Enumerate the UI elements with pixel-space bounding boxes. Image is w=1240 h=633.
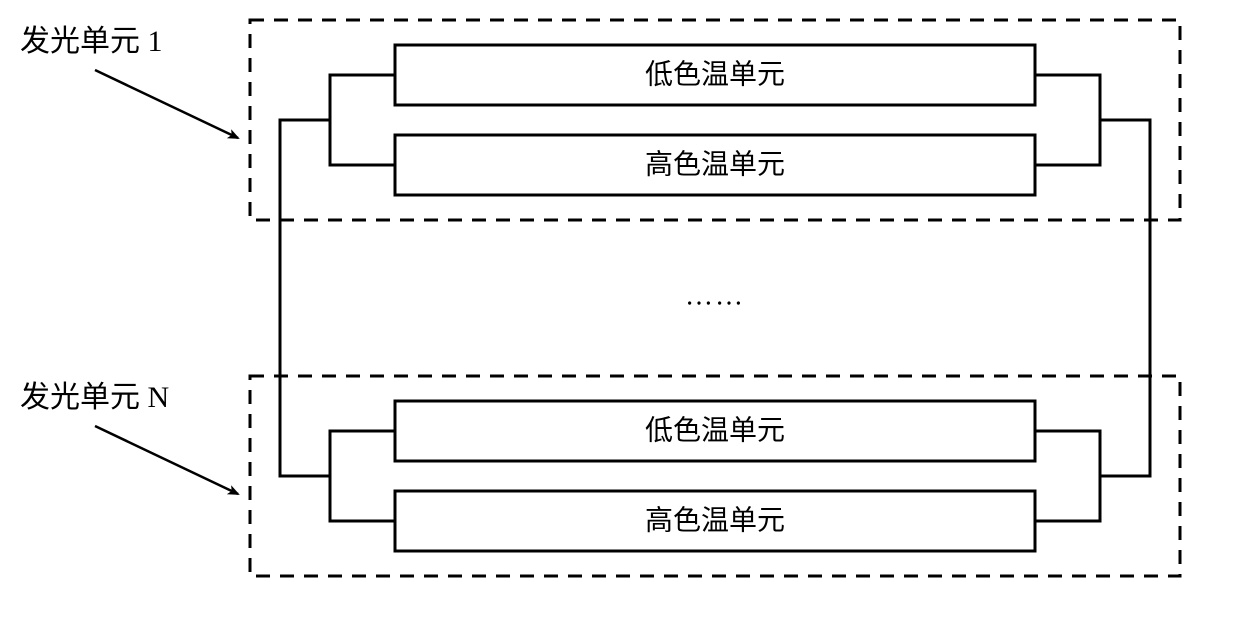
unit-arrow	[95, 70, 238, 138]
low-color-temp-label: 低色温单元	[645, 58, 785, 90]
right-bus	[1100, 120, 1150, 476]
left-bracket	[330, 75, 395, 165]
left-bus	[280, 120, 330, 476]
high-color-temp-label: 高色温单元	[645, 504, 785, 536]
light-unit-1: 低色温单元高色温单元 发光单元 N	[20, 376, 1180, 576]
left-bracket	[330, 431, 395, 521]
unit-label: 发光单元 N	[20, 381, 169, 414]
ellipsis: ……	[685, 280, 745, 311]
unit-arrow	[95, 426, 238, 494]
diagram-svg: 低色温单元高色温单元发光单元 1低色温单元高色温单元发光单元 N……	[0, 0, 1240, 633]
high-color-temp-label: 高色温单元	[645, 148, 785, 180]
unit-label: 发光单元 1	[20, 25, 163, 58]
low-color-temp-label: 低色温单元	[645, 414, 785, 446]
light-unit-0: 低色温单元高色温单元 发光单元 1	[20, 20, 1180, 220]
right-bracket	[1035, 431, 1100, 521]
right-bracket	[1035, 75, 1100, 165]
